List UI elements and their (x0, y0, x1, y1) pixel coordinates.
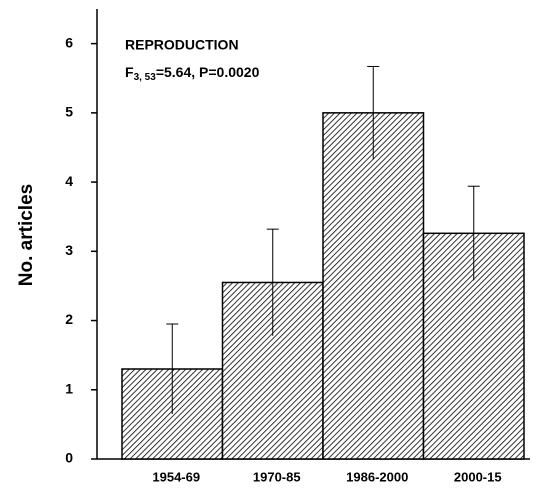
y-tick-label: 1 (65, 380, 73, 396)
stat-symbol: F (125, 64, 134, 80)
x-tick-label: 2000-15 (454, 469, 502, 484)
x-tick-label: 1986-2000 (346, 469, 408, 484)
stat-text: =5.64, P=0.0020 (156, 64, 260, 80)
y-tick-label: 3 (65, 242, 73, 258)
stat-subscript: 3, 53 (134, 72, 157, 83)
annotation-stat: F3, 53=5.64, P=0.0020 (125, 64, 260, 83)
y-tick-label: 6 (65, 34, 73, 50)
y-tick-label: 4 (65, 173, 73, 189)
bar (322, 112, 425, 460)
y-axis-label: No. articles (16, 184, 37, 286)
x-tick-label: 1970-85 (253, 469, 301, 484)
y-tick-label: 0 (65, 450, 73, 466)
y-tick-label: 2 (65, 311, 73, 327)
annotation-title: REPRODUCTION (125, 37, 239, 53)
y-tick-label: 5 (65, 104, 73, 120)
x-tick-label: 1954-69 (152, 469, 200, 484)
